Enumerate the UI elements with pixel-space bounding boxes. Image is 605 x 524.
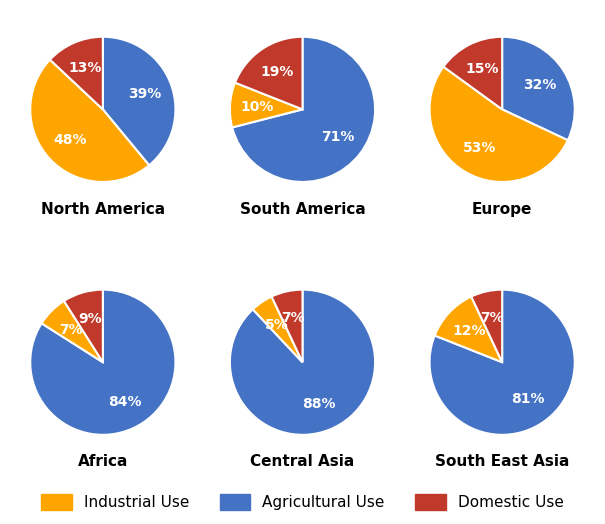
Wedge shape xyxy=(232,37,375,182)
Wedge shape xyxy=(443,37,502,110)
Title: South East Asia: South East Asia xyxy=(435,454,569,470)
Wedge shape xyxy=(235,37,302,110)
Wedge shape xyxy=(103,37,175,165)
Wedge shape xyxy=(42,301,103,362)
Text: 71%: 71% xyxy=(321,130,355,144)
Wedge shape xyxy=(30,290,175,435)
Wedge shape xyxy=(253,297,302,362)
Text: 39%: 39% xyxy=(129,87,162,101)
Title: North America: North America xyxy=(41,202,165,216)
Text: 7%: 7% xyxy=(480,311,504,325)
Text: 7%: 7% xyxy=(59,323,83,337)
Wedge shape xyxy=(230,290,375,435)
Text: 84%: 84% xyxy=(108,395,142,409)
Wedge shape xyxy=(502,37,575,140)
Text: 53%: 53% xyxy=(463,141,496,155)
Text: 12%: 12% xyxy=(453,324,486,339)
Text: 81%: 81% xyxy=(511,392,544,407)
Title: Europe: Europe xyxy=(472,202,532,216)
Title: Africa: Africa xyxy=(77,454,128,470)
Wedge shape xyxy=(64,290,103,362)
Text: 10%: 10% xyxy=(241,100,274,114)
Text: 13%: 13% xyxy=(68,61,102,75)
Title: Central Asia: Central Asia xyxy=(250,454,355,470)
Legend: Industrial Use, Agricultural Use, Domestic Use: Industrial Use, Agricultural Use, Domest… xyxy=(35,488,570,516)
Wedge shape xyxy=(430,67,568,182)
Text: 32%: 32% xyxy=(523,78,557,92)
Wedge shape xyxy=(434,297,502,362)
Title: South America: South America xyxy=(240,202,365,216)
Text: 19%: 19% xyxy=(261,65,294,79)
Text: 7%: 7% xyxy=(281,311,304,325)
Wedge shape xyxy=(50,37,103,110)
Wedge shape xyxy=(272,290,302,362)
Text: 9%: 9% xyxy=(79,312,102,326)
Text: 48%: 48% xyxy=(53,133,87,147)
Wedge shape xyxy=(230,83,302,127)
Wedge shape xyxy=(30,60,149,182)
Text: 5%: 5% xyxy=(266,318,289,332)
Wedge shape xyxy=(430,290,575,435)
Wedge shape xyxy=(471,290,502,362)
Text: 15%: 15% xyxy=(465,62,499,77)
Text: 88%: 88% xyxy=(302,397,336,411)
